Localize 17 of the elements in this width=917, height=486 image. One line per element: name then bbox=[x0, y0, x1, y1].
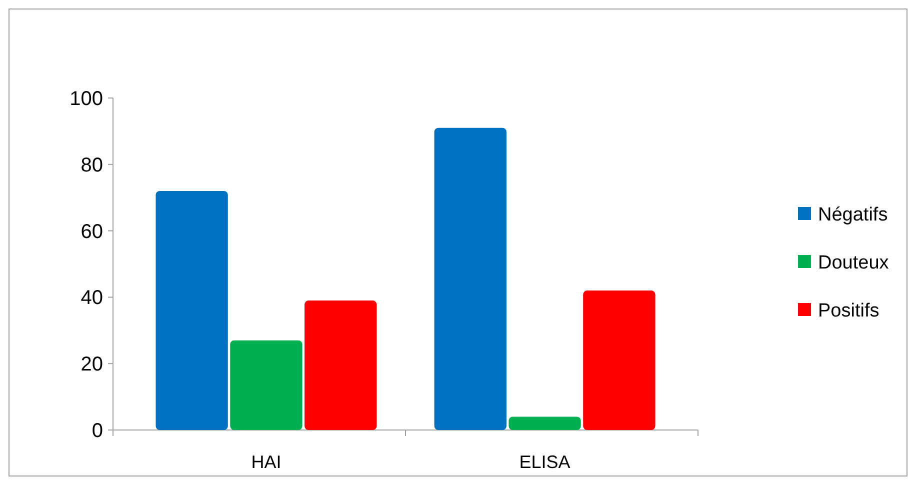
legend-label: Positifs bbox=[818, 300, 880, 322]
bar bbox=[508, 416, 581, 430]
x-tick-label: ELISA bbox=[519, 452, 570, 472]
y-tick-label: 40 bbox=[80, 287, 103, 310]
bar bbox=[304, 300, 377, 430]
bar bbox=[434, 128, 506, 430]
legend-label: Négatifs bbox=[818, 204, 888, 226]
y-tick-label: 20 bbox=[80, 354, 103, 376]
y-tick-label: 100 bbox=[70, 88, 103, 110]
y-tick-label: 80 bbox=[80, 154, 103, 176]
bar bbox=[230, 340, 302, 430]
legend-label: Douteux bbox=[818, 252, 890, 274]
bar bbox=[583, 290, 656, 430]
y-tick-label: 60 bbox=[80, 220, 103, 243]
x-tick-label: HAI bbox=[251, 452, 282, 472]
y-tick-label: 0 bbox=[92, 420, 103, 442]
bar bbox=[156, 190, 228, 430]
